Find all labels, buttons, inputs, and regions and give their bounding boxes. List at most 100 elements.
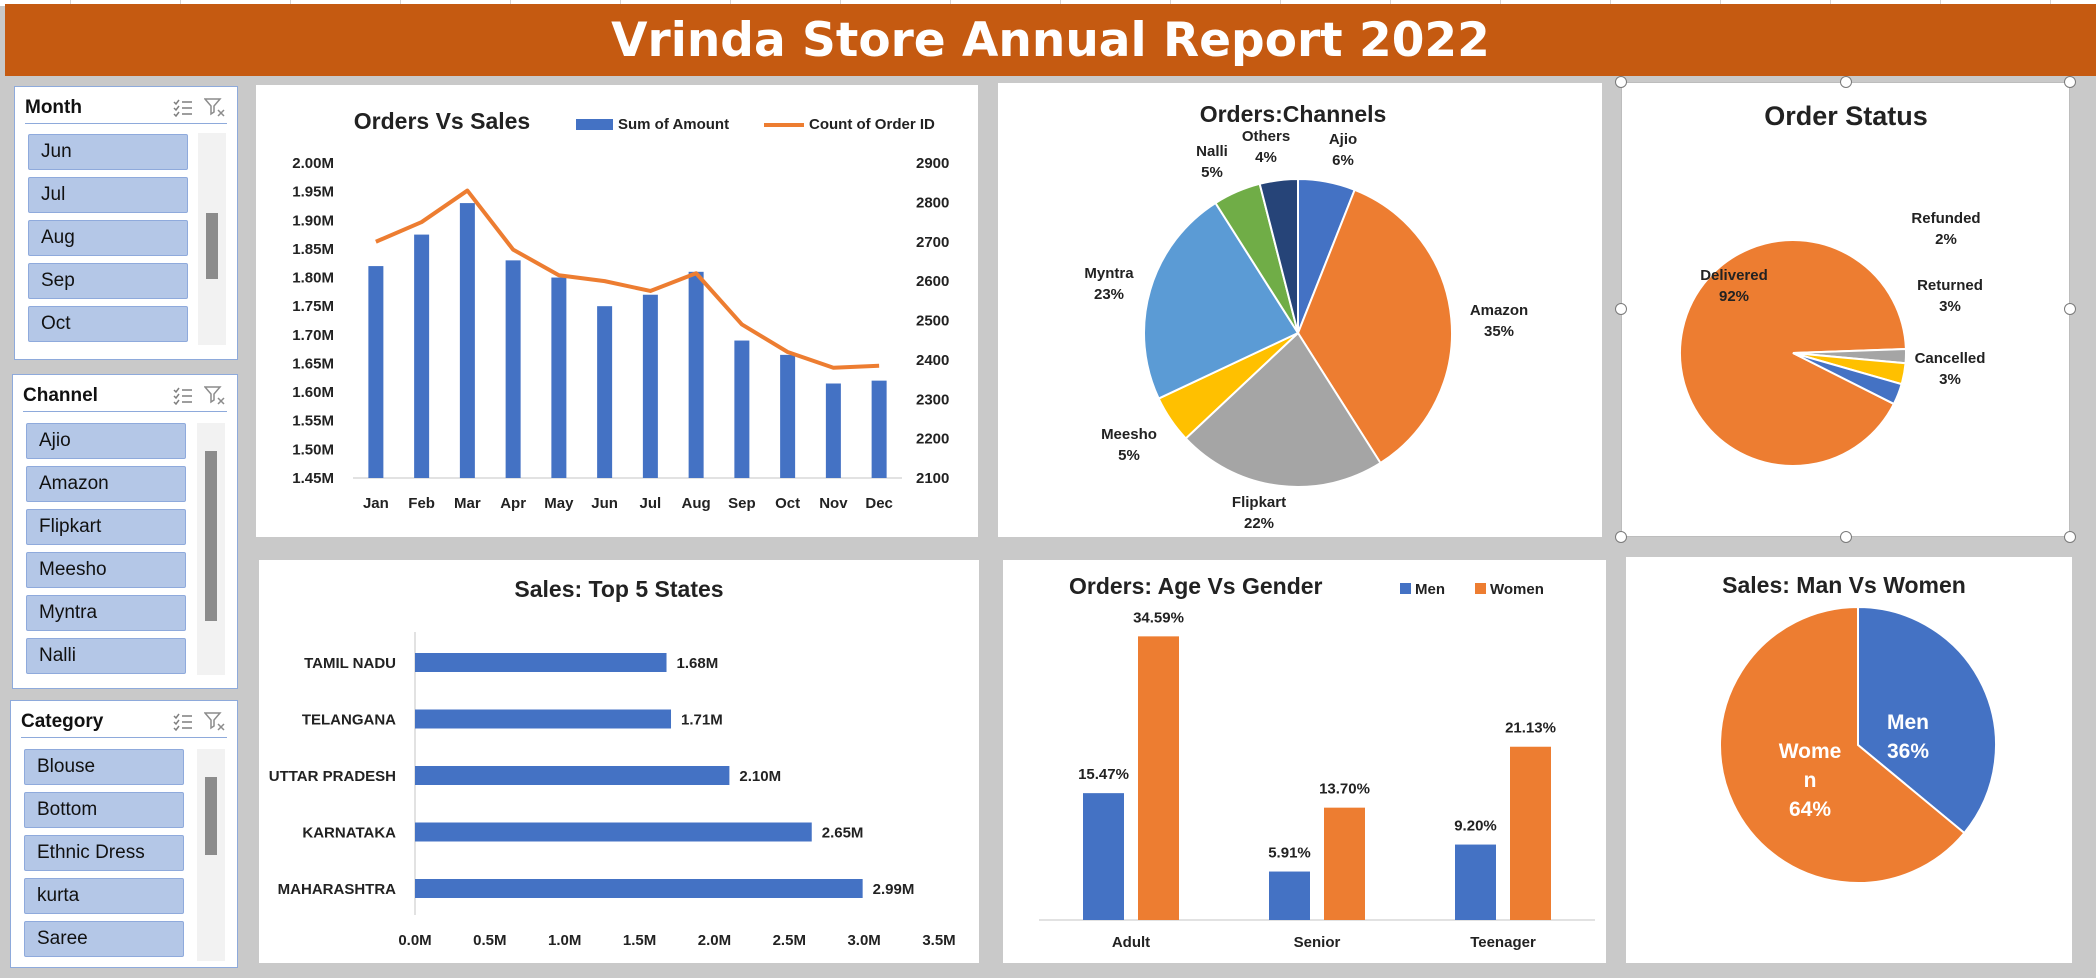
month-item-aug[interactable]: Aug — [28, 220, 188, 256]
left-axis-tick: 1.85M — [292, 241, 334, 258]
month-item-jul[interactable]: Jul — [28, 177, 188, 213]
month-scroll-thumb[interactable] — [206, 213, 218, 279]
category-slicer-scrollbar[interactable] — [197, 749, 225, 961]
slice-label-refunded: Refunded — [1911, 210, 1980, 227]
slice-label-delivered: Delivered — [1700, 267, 1768, 284]
category-item-bottom[interactable]: Bottom — [24, 792, 184, 828]
channel-slicer[interactable]: Channel Ajio Amazon Flipkart Meesho Mynt… — [12, 374, 238, 689]
x-axis-tick: 0.0M — [398, 932, 431, 949]
x-axis-tick: Sep — [728, 495, 756, 512]
channel-item-nalli[interactable]: Nalli — [26, 638, 186, 674]
y-axis-tick: MAHARASHTRA — [278, 881, 396, 898]
x-axis-tick: Aug — [682, 495, 711, 512]
bar-women-adult — [1138, 636, 1179, 920]
slice-label-ajio: Ajio — [1329, 131, 1357, 148]
month-slicer-scrollbar[interactable] — [198, 133, 226, 345]
order-status-panel[interactable]: Order Status Delivered 92% Refunded 2% Return… — [1621, 82, 2070, 537]
data-label: 34.59% — [1133, 609, 1184, 626]
slice-label-myntra: Myntra — [1084, 265, 1134, 282]
chart-title: Sales: Top 5 States — [514, 576, 723, 602]
clear-filter-icon[interactable] — [203, 384, 227, 408]
bar-sales-aug — [688, 271, 704, 478]
resize-handle-top[interactable] — [1840, 76, 1852, 88]
data-label: 1.71M — [681, 712, 723, 729]
bar-sales-apr — [505, 260, 521, 478]
category-item-kurta[interactable]: kurta — [24, 878, 184, 914]
multi-select-icon[interactable] — [171, 710, 195, 734]
left-axis-tick: 1.45M — [292, 470, 334, 487]
y-axis-tick: UTTAR PRADESH — [269, 768, 396, 785]
multi-select-icon[interactable] — [171, 384, 195, 408]
slice-value-delivered: 92% — [1719, 288, 1749, 305]
clear-filter-icon[interactable] — [203, 710, 227, 734]
x-axis-tick: Jan — [363, 495, 389, 512]
channel-item-amazon[interactable]: Amazon — [26, 466, 186, 502]
x-axis-tick: Oct — [775, 495, 800, 512]
channel-item-flipkart[interactable]: Flipkart — [26, 509, 186, 545]
legend-label: Count of Order ID — [809, 116, 935, 133]
right-axis-tick: 2300 — [916, 391, 949, 408]
category-item-blouse[interactable]: Blouse — [24, 749, 184, 785]
x-axis-tick: 1.0M — [548, 932, 581, 949]
right-axis-tick: 2400 — [916, 352, 949, 369]
left-axis-tick: 2.00M — [292, 155, 334, 172]
top-states-panel[interactable]: Sales: Top 5 States TAMIL NADU 1.68M TELANG… — [259, 560, 979, 963]
resize-handle-right[interactable] — [2064, 303, 2076, 315]
left-axis-tick: 1.55M — [292, 413, 334, 430]
resize-handle-bottom[interactable] — [1840, 531, 1852, 543]
x-axis-tick: Mar — [454, 495, 481, 512]
category-slicer[interactable]: Category Blouse Bottom Ethnic Dress kurt… — [10, 700, 238, 968]
orders-vs-sales-panel[interactable]: Orders Vs Sales Sum of Amount Count of Ord… — [256, 85, 978, 537]
left-axis-tick: 1.70M — [292, 327, 334, 344]
resize-handle-left[interactable] — [1615, 303, 1627, 315]
channel-item-myntra[interactable]: Myntra — [26, 595, 186, 631]
channel-scroll-thumb[interactable] — [205, 451, 217, 621]
multi-select-icon[interactable] — [171, 96, 195, 120]
bar-sales-may — [551, 277, 567, 478]
orders-channels-panel[interactable]: Orders:Channels Ajio 6% Amazon 35% Flipkart 22… — [998, 83, 1602, 537]
men-vs-women-chart: Sales: Man Vs Women Men 36% Wome n 64% — [1719, 572, 1997, 884]
data-label: 2.99M — [873, 881, 915, 898]
x-axis-tick: Teenager — [1470, 934, 1536, 951]
resize-handle-bottom-right[interactable] — [2064, 531, 2076, 543]
month-item-jun[interactable]: Jun — [28, 134, 188, 170]
slice-value-refunded: 2% — [1935, 231, 1957, 248]
age-gender-panel[interactable]: Orders: Age Vs Gender Men Women 15.47% 34.59… — [1003, 560, 1606, 963]
channel-slicer-scrollbar[interactable] — [197, 423, 225, 675]
right-axis-tick: 2900 — [916, 155, 949, 172]
resize-handle-top-right[interactable] — [2064, 76, 2076, 88]
left-axis-tick: 1.50M — [292, 441, 334, 458]
data-label: 15.47% — [1078, 766, 1129, 783]
sheet-gridlines — [0, 0, 2096, 6]
month-item-sep[interactable]: Sep — [28, 263, 188, 299]
month-item-oct[interactable]: Oct — [28, 306, 188, 342]
right-axis-tick: 2500 — [916, 313, 949, 330]
month-slicer[interactable]: Month Jun Jul Aug Sep Oct — [14, 86, 238, 360]
x-axis-tick: Dec — [865, 495, 893, 512]
slice-label-cancelled: Cancelled — [1915, 350, 1986, 367]
category-slicer-title: Category — [21, 711, 104, 732]
channel-item-ajio[interactable]: Ajio — [26, 423, 186, 459]
x-axis-tick: 1.5M — [623, 932, 656, 949]
data-label: 2.10M — [739, 768, 781, 785]
channel-item-meesho[interactable]: Meesho — [26, 552, 186, 588]
bar-sales-jul — [642, 294, 658, 478]
category-slicer-header: Category — [21, 707, 227, 738]
category-item-saree[interactable]: Saree — [24, 921, 184, 957]
category-scroll-thumb[interactable] — [205, 777, 217, 855]
channel-slicer-header: Channel — [23, 381, 227, 412]
resize-handle-top-left[interactable] — [1615, 76, 1627, 88]
right-axis-tick: 2700 — [916, 234, 949, 251]
slice-label-meesho: Meesho — [1101, 426, 1157, 443]
resize-handle-bottom-left[interactable] — [1615, 531, 1627, 543]
orders-vs-sales-chart: Orders Vs Sales Sum of Amount Count of Ord… — [292, 108, 949, 512]
slice-value-meesho: 5% — [1118, 447, 1140, 464]
category-item-ethnic-dress[interactable]: Ethnic Dress — [24, 835, 184, 871]
slice-value-nalli: 5% — [1201, 164, 1223, 181]
men-vs-women-panel[interactable]: Sales: Man Vs Women Men 36% Wome n 64% — [1626, 557, 2072, 963]
clear-filter-icon[interactable] — [203, 96, 227, 120]
gender-slice-men — [1857, 605, 1997, 835]
bar-state-uttar-pradesh — [415, 766, 730, 785]
slice-label-women-continued: n — [1804, 769, 1817, 792]
channels-slice-flipkart — [1184, 331, 1382, 488]
